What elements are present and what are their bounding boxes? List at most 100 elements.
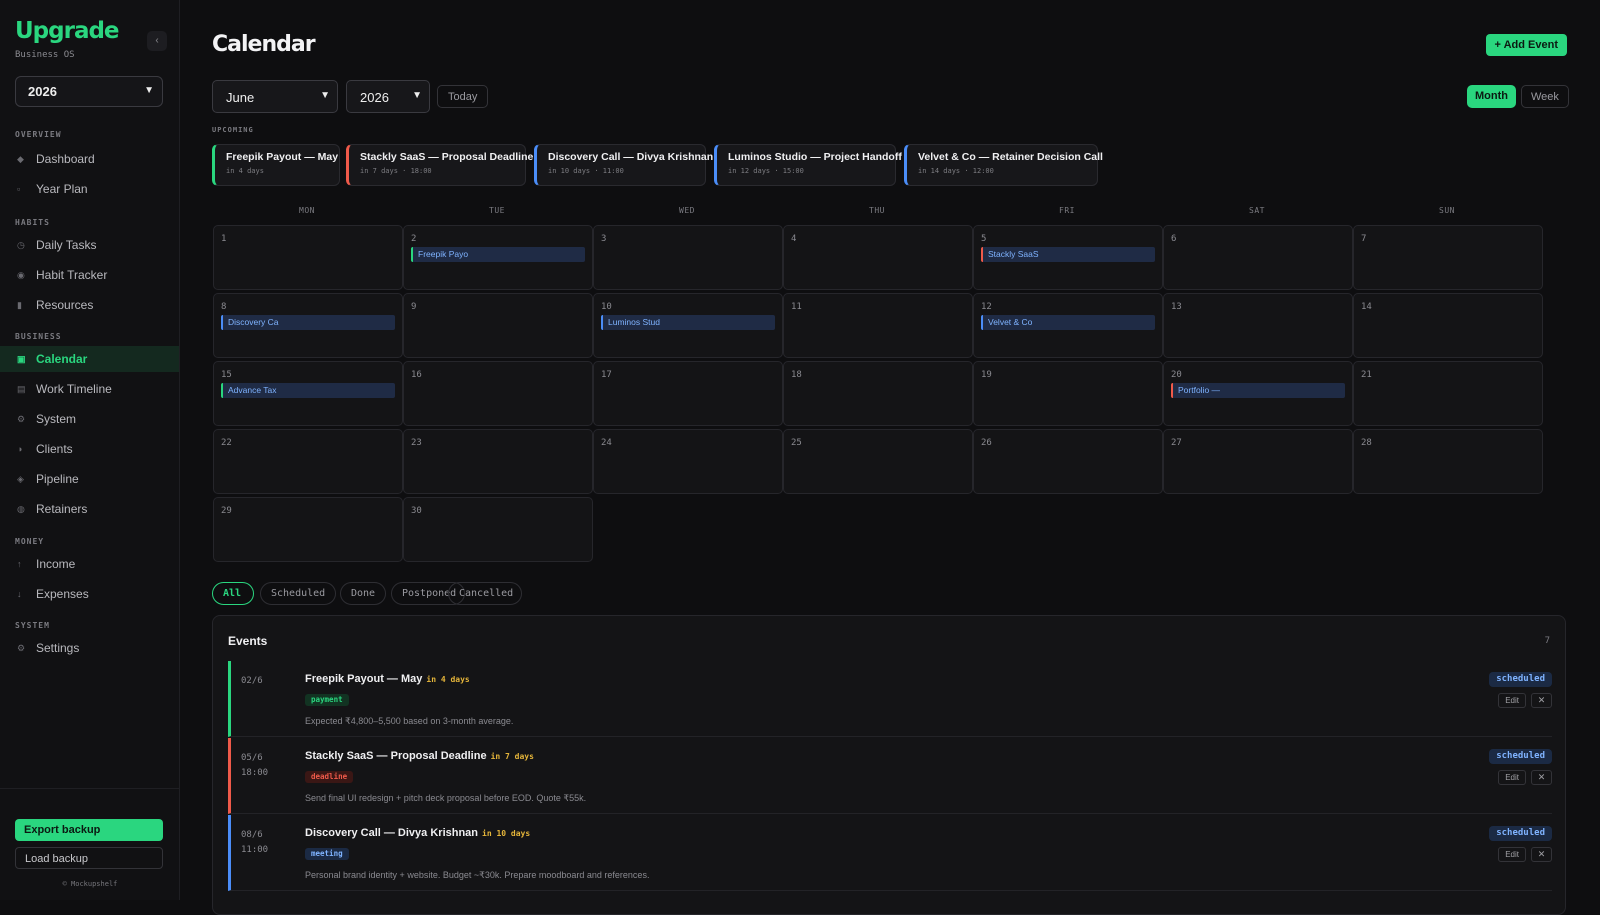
nav-item-habit-tracker[interactable]: ◉ Habit Tracker <box>0 262 179 288</box>
day-number: 25 <box>791 438 802 448</box>
filter-done[interactable]: Done <box>340 582 386 605</box>
nav-item-system[interactable]: ⚙ System <box>0 406 179 432</box>
calendar-day-cell[interactable]: 30 <box>403 497 593 562</box>
calendar-event-chip[interactable]: Luminos Stud <box>601 315 775 330</box>
nav-item-year-plan[interactable]: ▫ Year Plan <box>0 176 179 202</box>
calendar-day-cell[interactable]: 2 Freepik Payo <box>403 225 593 290</box>
calendar-day-cell[interactable]: 12 Velvet & Co <box>973 293 1163 358</box>
nav-item-clients[interactable]: ◑ Clients <box>0 436 179 462</box>
filter-all[interactable]: All <box>212 582 254 605</box>
calendar-day-cell[interactable]: 11 <box>783 293 973 358</box>
calendar-event-chip[interactable]: Advance Tax <box>221 383 395 398</box>
calendar-day-cell[interactable]: 5 Stackly SaaS <box>973 225 1163 290</box>
nav-item-settings[interactable]: ⚙ Settings <box>0 635 179 661</box>
upcoming-card[interactable]: Luminos Studio — Project Handoff in 12 da… <box>714 144 902 186</box>
view-month-button[interactable]: Month <box>1467 85 1516 108</box>
status-badge: scheduled <box>1489 826 1552 841</box>
nav-item-resources[interactable]: ▮ Resources <box>0 292 179 318</box>
day-number: 10 <box>601 302 612 312</box>
calendar-day-cell[interactable]: 6 <box>1163 225 1353 290</box>
calendar-day-cell[interactable]: 7 <box>1353 225 1543 290</box>
status-badge: scheduled <box>1489 749 1552 764</box>
calendar-day-cell[interactable]: 23 <box>403 429 593 494</box>
upcoming-card-subtitle: in 7 days · 18:00 <box>360 167 432 175</box>
calendar-event-chip[interactable]: Velvet & Co <box>981 315 1155 330</box>
day-number: 12 <box>981 302 992 312</box>
close-icon[interactable]: ✕ <box>1531 770 1552 785</box>
calendar-day-cell[interactable]: 21 <box>1353 361 1543 426</box>
filter-scheduled[interactable]: Scheduled <box>260 582 336 605</box>
calendar-day-cell[interactable]: 8 Discovery Ca <box>213 293 403 358</box>
day-number: 29 <box>221 506 232 516</box>
calendar-day-cell[interactable]: 24 <box>593 429 783 494</box>
nav-item-calendar[interactable]: ▣ Calendar <box>0 346 179 372</box>
today-button[interactable]: Today <box>437 85 489 108</box>
events-panel: Events 7 02/6 Freepik Payout — May in 4 da… <box>212 615 1566 915</box>
copyright: © Mockupshelf <box>62 880 118 888</box>
calendar-day-cell[interactable]: 29 <box>213 497 403 562</box>
day-number: 26 <box>981 438 992 448</box>
calendar-day-cell[interactable]: 22 <box>213 429 403 494</box>
year-select[interactable]: 2026 ▼ <box>15 76 163 107</box>
calendar-day-cell[interactable]: 16 <box>403 361 593 426</box>
calendar-day-cell[interactable]: 10 Luminos Stud <box>593 293 783 358</box>
year-select-main[interactable]: 2026 ▼ <box>346 80 430 113</box>
calendar-day-cell[interactable]: 19 <box>973 361 1163 426</box>
load-backup-button[interactable]: Load backup <box>15 847 163 869</box>
edit-button[interactable]: Edit <box>1498 770 1526 785</box>
upcoming-card-title: Velvet & Co — Retainer Decision Call <box>918 151 1103 163</box>
upcoming-card-title: Luminos Studio — Project Handoff <box>728 151 902 163</box>
edit-button[interactable]: Edit <box>1498 847 1526 862</box>
filter-postponed[interactable]: Postponed <box>391 582 465 605</box>
calendar-day-cell[interactable]: 15 Advance Tax <box>213 361 403 426</box>
calendar-day-cell[interactable]: 26 <box>973 429 1163 494</box>
nav-item-pipeline[interactable]: ◈ Pipeline <box>0 466 179 492</box>
calendar-event-chip[interactable]: Discovery Ca <box>221 315 395 330</box>
view-week-button[interactable]: Week <box>1521 85 1569 108</box>
upcoming-card[interactable]: Stackly SaaS — Proposal Deadline in 7 day… <box>346 144 533 186</box>
add-event-button[interactable]: + Add Event <box>1485 34 1567 56</box>
sidebar: Upgrade Business OS ‹ 2026 ▼ OVERVIEW ◆ D… <box>0 0 180 900</box>
calendar-event-chip[interactable]: Freepik Payo <box>411 247 585 262</box>
calendar-day-cell[interactable]: 28 <box>1353 429 1543 494</box>
close-icon[interactable]: ✕ <box>1531 847 1552 862</box>
upcoming-card[interactable]: Discovery Call — Divya Krishnan in 10 day… <box>534 144 713 186</box>
weekday-header: MON <box>299 206 315 215</box>
calendar-day-cell[interactable]: 4 <box>783 225 973 290</box>
nav-item-daily-tasks[interactable]: ◷ Daily Tasks <box>0 232 179 258</box>
calendar-day-cell[interactable]: 1 <box>213 225 403 290</box>
calendar-event-chip[interactable]: Stackly SaaS <box>981 247 1155 262</box>
calendar-day-cell[interactable]: 18 <box>783 361 973 426</box>
nav-item-retainers[interactable]: ◍ Retainers <box>0 496 179 522</box>
calendar-day-cell[interactable]: 3 <box>593 225 783 290</box>
calendar-day-cell[interactable]: 17 <box>593 361 783 426</box>
nav-item-label: Daily Tasks <box>36 238 97 252</box>
retainer-icon: ◍ <box>17 504 25 514</box>
upcoming-card[interactable]: Velvet & Co — Retainer Decision Call in 1… <box>904 144 1103 186</box>
nav-item-dashboard[interactable]: ◆ Dashboard <box>0 146 179 172</box>
calendar-day-cell[interactable]: 9 <box>403 293 593 358</box>
nav-item-label: Retainers <box>36 502 88 516</box>
edit-button[interactable]: Edit <box>1498 693 1526 708</box>
export-backup-button[interactable]: Export backup <box>15 819 163 841</box>
day-number: 20 <box>1171 370 1182 380</box>
event-date: 08/6 <box>241 830 263 840</box>
nav-item-label: Pipeline <box>36 472 79 486</box>
calendar-day-cell[interactable]: 14 <box>1353 293 1543 358</box>
nav-item-expenses[interactable]: ↓ Expenses <box>0 581 179 607</box>
upcoming-card[interactable]: Freepik Payout — May in 4 days <box>212 144 340 186</box>
day-number: 18 <box>791 370 802 380</box>
calendar-day-cell[interactable]: 13 <box>1163 293 1353 358</box>
calendar-day-cell[interactable]: 25 <box>783 429 973 494</box>
filter-cancelled[interactable]: Cancelled <box>448 582 522 605</box>
collapse-sidebar-button[interactable]: ‹ <box>147 31 167 51</box>
upcoming-label: UPCOMING <box>212 126 254 134</box>
nav-item-work-timeline[interactable]: ▤ Work Timeline <box>0 376 179 402</box>
gear-icon: ⚙ <box>17 414 26 424</box>
nav-item-income[interactable]: ↑ Income <box>0 551 179 577</box>
calendar-day-cell[interactable]: 20 Portfolio — <box>1163 361 1353 426</box>
close-icon[interactable]: ✕ <box>1531 693 1552 708</box>
calendar-day-cell[interactable]: 27 <box>1163 429 1353 494</box>
month-select[interactable]: June ▼ <box>212 80 338 113</box>
calendar-event-chip[interactable]: Portfolio — <box>1171 383 1345 398</box>
